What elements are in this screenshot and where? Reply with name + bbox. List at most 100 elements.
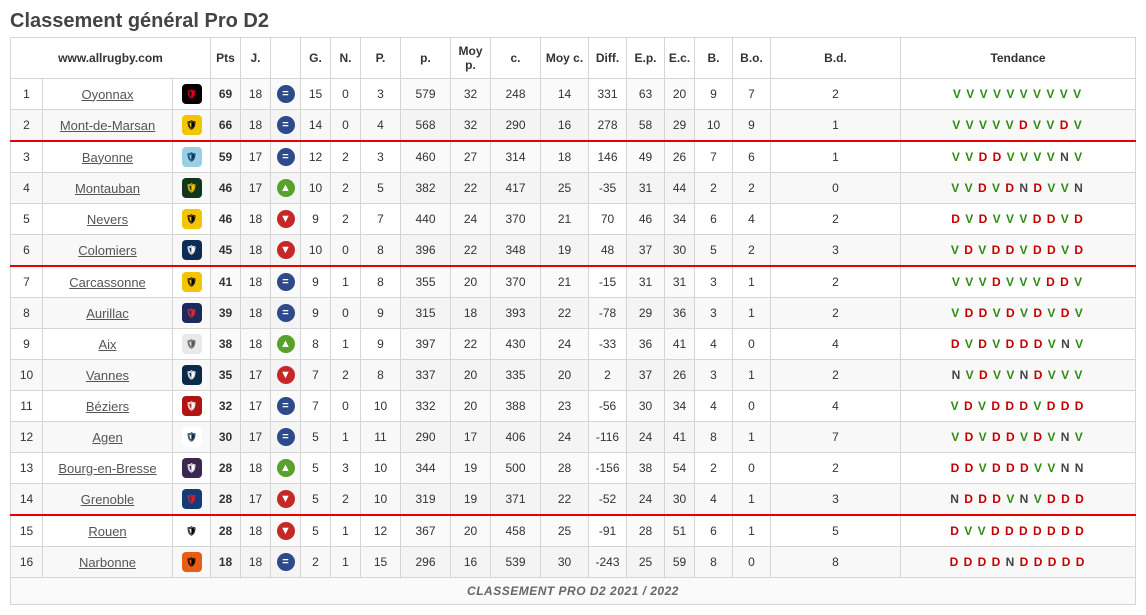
team-cell[interactable]: Béziers [43,391,173,422]
team-cell[interactable]: Montauban [43,173,173,204]
ec-cell: 31 [665,266,695,298]
team-link[interactable]: Oyonnax [81,87,133,102]
team-logo-icon: 🛡 [182,458,202,478]
mp-cell: 22 [451,173,491,204]
trend-down-icon: ▼ [277,210,295,228]
team-cell[interactable]: Carcassonne [43,266,173,298]
page-title: Classement général Pro D2 [10,10,1136,33]
mc-cell: 19 [541,235,589,267]
team-link[interactable]: Mont-de-Marsan [60,118,155,133]
team-link[interactable]: Aurillac [86,306,129,321]
diff-cell: -15 [589,266,627,298]
pp-cell: 460 [401,141,451,173]
team-link[interactable]: Agen [92,430,122,445]
mc-cell: 20 [541,360,589,391]
team-cell[interactable]: Mont-de-Marsan [43,110,173,142]
team-cell[interactable]: Aurillac [43,298,173,329]
n-cell: 1 [331,547,361,578]
table-row: 2Mont-de-Marsan🛡6618=1404568322901627858… [11,110,1136,142]
team-cell[interactable]: Nevers [43,204,173,235]
b-cell: 3 [695,360,733,391]
trend-cell: ▲ [271,453,301,484]
ep-cell: 63 [627,79,665,110]
bd-cell: 2 [771,204,901,235]
team-link[interactable]: Bayonne [82,150,133,165]
table-row: 10Vannes🛡3517▼728337203352023726312N V D… [11,360,1136,391]
ep-cell: 46 [627,204,665,235]
c-cell: 430 [491,329,541,360]
pts-cell: 41 [211,266,241,298]
p-cell: 8 [361,266,401,298]
team-link[interactable]: Aix [98,337,116,352]
team-cell[interactable]: Oyonnax [43,79,173,110]
j-cell: 17 [241,391,271,422]
ep-cell: 31 [627,266,665,298]
team-link[interactable]: Bourg-en-Bresse [58,461,156,476]
mc-cell: 22 [541,298,589,329]
rank-cell: 13 [11,453,43,484]
team-link[interactable]: Vannes [86,368,129,383]
table-row: 4Montauban🛡4617▲10253822241725-353144220… [11,173,1136,204]
ep-cell: 30 [627,391,665,422]
col-b: B. [695,38,733,79]
g-cell: 5 [301,484,331,516]
team-cell[interactable]: Narbonne [43,547,173,578]
trend-cell: ▼ [271,204,301,235]
team-cell[interactable]: Bayonne [43,141,173,173]
table-row: 16Narbonne🛡1818=21152961653930-243255980… [11,547,1136,578]
pts-cell: 18 [211,547,241,578]
team-link[interactable]: Colomiers [78,243,137,258]
trend-cell: = [271,79,301,110]
trend-up-icon: ▲ [277,459,295,477]
g-cell: 5 [301,422,331,453]
g-cell: 5 [301,515,331,547]
g-cell: 14 [301,110,331,142]
diff-cell: 146 [589,141,627,173]
team-logo-icon: 🛡 [182,240,202,260]
bo-cell: 1 [733,484,771,516]
diff-cell: 331 [589,79,627,110]
b-cell: 2 [695,453,733,484]
mp-cell: 27 [451,141,491,173]
pp-cell: 367 [401,515,451,547]
team-link[interactable]: Montauban [75,181,140,196]
team-link[interactable]: Béziers [86,399,129,414]
diff-cell: -78 [589,298,627,329]
pp-cell: 315 [401,298,451,329]
team-cell[interactable]: Agen [43,422,173,453]
trend-cell: ▼ [271,360,301,391]
table-row: 15Rouen🛡2818▼51123672045825-912851615D V… [11,515,1136,547]
bo-cell: 0 [733,391,771,422]
team-link[interactable]: Grenoble [81,492,134,507]
g-cell: 7 [301,391,331,422]
bo-cell: 1 [733,266,771,298]
team-cell[interactable]: Grenoble [43,484,173,516]
j-cell: 18 [241,110,271,142]
c-cell: 406 [491,422,541,453]
team-cell[interactable]: Colomiers [43,235,173,267]
team-cell[interactable]: Aix [43,329,173,360]
team-link[interactable]: Carcassonne [69,275,146,290]
col-bd: B.d. [771,38,901,79]
diff-cell: -91 [589,515,627,547]
logo-cell: 🛡 [173,298,211,329]
diff-cell: -56 [589,391,627,422]
j-cell: 17 [241,173,271,204]
team-link[interactable]: Nevers [87,212,128,227]
team-link[interactable]: Narbonne [79,555,136,570]
trend-down-icon: ▼ [277,241,295,259]
logo-cell: 🛡 [173,329,211,360]
trend-cell: ▲ [271,173,301,204]
pp-cell: 332 [401,391,451,422]
c-cell: 388 [491,391,541,422]
team-cell[interactable]: Bourg-en-Bresse [43,453,173,484]
col-n: N. [331,38,361,79]
team-cell[interactable]: Rouen [43,515,173,547]
team-link[interactable]: Rouen [88,524,126,539]
pp-cell: 397 [401,329,451,360]
diff-cell: 2 [589,360,627,391]
col-tendance: Tendance [901,38,1136,79]
ec-cell: 44 [665,173,695,204]
team-cell[interactable]: Vannes [43,360,173,391]
diff-cell: -243 [589,547,627,578]
